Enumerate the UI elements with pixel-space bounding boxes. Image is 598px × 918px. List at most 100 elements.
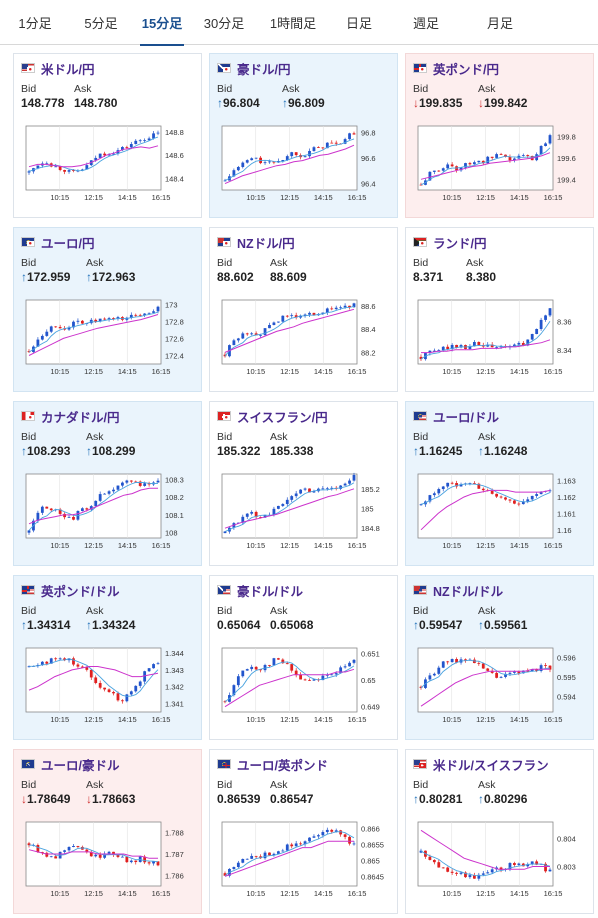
- currency-pair-link[interactable]: ユーロ/豪ドル: [41, 758, 120, 773]
- tab-3[interactable]: 15分足: [132, 0, 192, 46]
- bid-value: 8.371: [413, 270, 443, 284]
- currency-pair-link[interactable]: 英ポンド/円: [433, 62, 499, 77]
- candle-body: [94, 157, 98, 161]
- bid-number: 108.293: [27, 444, 71, 458]
- currency-pair-link[interactable]: 英ポンド/ドル: [41, 584, 120, 599]
- tab-4[interactable]: 30分足: [203, 16, 245, 31]
- candle-body: [98, 318, 102, 322]
- x-tick-label: 12:15: [84, 193, 103, 202]
- ask-number: 96.809: [288, 96, 325, 110]
- currency-pair-link[interactable]: 豪ドル/円: [237, 62, 291, 77]
- tab-7[interactable]: 週足: [412, 16, 439, 31]
- bid-label: Bid: [413, 605, 429, 617]
- y-tick-label: 1.341: [165, 700, 184, 709]
- currency-pair-link[interactable]: ユーロ/ドル: [433, 410, 499, 425]
- mini-chart[interactable]: 10:15 12:15 14:15 16:15 96.8 96.6 96.4: [210, 116, 399, 216]
- mini-chart[interactable]: 10:15 12:15 14:15 16:15 0.866 0.8655 0.865 0.86…: [210, 812, 399, 912]
- y-tick-label: 0.651: [361, 649, 380, 658]
- flag-icon: [21, 63, 35, 73]
- mini-chart[interactable]: 10:15 12:15 14:15 16:15 199.8 199.6 199.4: [406, 116, 595, 216]
- currency-pair-link[interactable]: 豪ドル/ドル: [237, 584, 303, 599]
- candle-body: [535, 861, 539, 865]
- candle-body: [539, 665, 543, 671]
- currency-pair-link[interactable]: 米ドル/スイスフラン: [433, 758, 549, 773]
- mini-chart[interactable]: 10:15 12:15 14:15 16:15 148.8 148.6 148.4: [14, 116, 203, 216]
- mini-chart[interactable]: 10:15 12:15 14:15 16:15 0.651 0.65 0.649: [210, 638, 399, 738]
- currency-card[interactable]: 米ドル/スイスフラン Bid Ask ↑0.80281 ↑0.80296 10:15 12:…: [405, 749, 594, 914]
- candle-body: [513, 863, 516, 865]
- candle-body: [272, 508, 276, 515]
- candle-body: [259, 669, 262, 671]
- currency-pair-link[interactable]: ランド/円: [433, 236, 487, 251]
- mini-chart[interactable]: 10:15 12:15 14:15 16:15 173 172.8 172.6 172.4: [14, 290, 203, 390]
- tab-6[interactable]: 日足: [345, 16, 372, 31]
- bid-label: Bid: [21, 83, 37, 95]
- candle-body: [54, 658, 58, 660]
- x-tick-label: 14:15: [118, 715, 137, 724]
- candle-body: [499, 867, 503, 870]
- candle-body: [517, 342, 521, 345]
- candle-body: [259, 517, 262, 518]
- candle-body: [232, 867, 236, 869]
- mini-chart[interactable]: 10:15 12:15 14:15 16:15 185.2 185 184.8: [210, 464, 399, 564]
- candle-body: [40, 661, 44, 665]
- candle-body: [276, 658, 280, 660]
- currency-card[interactable]: ユーロ/豪ドル Bid Ask ↓1.78649 ↓1.78663 10:15 12:15 1…: [13, 749, 202, 914]
- currency-pair-link[interactable]: NZドル/円: [237, 236, 295, 251]
- mini-chart[interactable]: 10:15 12:15 14:15 16:15 1.788 1.787 1.786: [14, 812, 203, 912]
- candle-body: [486, 872, 490, 874]
- mini-chart[interactable]: 10:15 12:15 14:15 16:15 0.804 0.803: [406, 812, 595, 912]
- currency-card[interactable]: 英ポンド/ドル Bid Ask ↑1.34314 ↑1.34324 10:15 12:15 1…: [13, 575, 202, 740]
- mini-chart[interactable]: 10:15 12:15 14:15 16:15 1.163 1.162 1.161 1.16: [406, 464, 595, 564]
- bid-value: 0.86539: [217, 792, 260, 806]
- tab-2[interactable]: 5分足: [84, 16, 118, 31]
- currency-pair-link[interactable]: 米ドル/円: [41, 62, 95, 77]
- currency-pair-link[interactable]: NZドル/ドル: [433, 584, 504, 599]
- candle-body: [285, 315, 289, 317]
- currency-pair-link[interactable]: ユーロ/英ポンド: [237, 758, 328, 773]
- tab-1[interactable]: 1分足: [18, 16, 52, 31]
- ask-label: Ask: [466, 257, 484, 269]
- bid-value: ↑172.959: [21, 270, 70, 284]
- candle-body: [490, 869, 494, 873]
- currency-card[interactable]: 豪ドル/円 Bid Ask ↑96.804 ↑96.809 10:15 12:15 14:15…: [209, 53, 398, 218]
- tab-5[interactable]: 1時間足: [269, 16, 317, 31]
- currency-card[interactable]: NZドル/円 Bid Ask 88.602 88.609 10:15 12:15 14:15 1…: [209, 227, 398, 392]
- currency-pair-link[interactable]: カナダドル/円: [41, 410, 120, 425]
- candle-body: [223, 873, 227, 876]
- currency-card[interactable]: 英ポンド/円 Bid Ask ↓199.835 ↓199.842 10:15 12:15 14…: [405, 53, 594, 218]
- card-header: ユーロ/豪ドル: [21, 756, 120, 773]
- mini-chart[interactable]: 10:15 12:15 14:15 16:15 1.344 1.343 1.342 1.341: [14, 638, 203, 738]
- candle-body: [254, 855, 258, 857]
- candle-body: [352, 133, 356, 135]
- currency-card[interactable]: ランド/円 Bid Ask 8.371 8.380 10:15 12:15 14:15 16:1…: [405, 227, 594, 392]
- currency-card[interactable]: ユーロ/円 Bid Ask ↑172.959 ↑172.963 10:15 12:15 14:…: [13, 227, 202, 392]
- currency-card[interactable]: カナダドル/円 Bid Ask ↑108.293 ↑108.299 10:15 12:15 1…: [13, 401, 202, 566]
- candle-body: [290, 844, 294, 847]
- x-tick-label: 16:15: [544, 541, 563, 550]
- bid-number: 0.86539: [217, 792, 261, 806]
- candle-body: [129, 144, 133, 148]
- candle-body: [276, 505, 280, 509]
- currency-card[interactable]: 豪ドル/ドル Bid Ask 0.65064 0.65068 10:15 12:15 14:1…: [209, 575, 398, 740]
- mini-chart[interactable]: 10:15 12:15 14:15 16:15 108.3 108.2 108.1 108: [14, 464, 203, 564]
- candle-body: [472, 483, 476, 484]
- candle-body: [446, 661, 450, 663]
- currency-card[interactable]: 米ドル/円 Bid Ask 148.778 148.780 10:15 12:15 14:15…: [13, 53, 202, 218]
- currency-pair-link[interactable]: ユーロ/円: [41, 236, 95, 251]
- tab-8[interactable]: 月足: [486, 16, 513, 31]
- candle-body: [343, 666, 347, 668]
- candle-body: [245, 513, 249, 517]
- mini-chart[interactable]: 10:15 12:15 14:15 16:15 88.6 88.4 88.2: [210, 290, 399, 390]
- bid-label: Bid: [21, 431, 37, 443]
- bid-value: ↑0.59547: [413, 618, 462, 632]
- currency-pair-link[interactable]: スイスフラン/円: [237, 410, 328, 425]
- currency-card[interactable]: NZドル/ドル Bid Ask ↑0.59547 ↑0.59561 10:15 12:15 1…: [405, 575, 594, 740]
- mini-chart[interactable]: 10:15 12:15 14:15 16:15 8.36 8.34: [406, 290, 595, 390]
- candle-body: [495, 347, 499, 348]
- currency-card[interactable]: スイスフラン/円 Bid Ask 185.322 185.338 10:15 12:15 14…: [209, 401, 398, 566]
- mini-chart[interactable]: 10:15 12:15 14:15 16:15 0.596 0.595 0.594: [406, 638, 595, 738]
- y-tick-label: 0.866: [361, 824, 380, 833]
- currency-card[interactable]: ユーロ/ドル Bid Ask ↑1.16245 ↑1.16248 10:15 12:15 14…: [405, 401, 594, 566]
- currency-card[interactable]: ユーロ/英ポンド Bid Ask 0.86539 0.86547 10:15 12:15 14…: [209, 749, 398, 914]
